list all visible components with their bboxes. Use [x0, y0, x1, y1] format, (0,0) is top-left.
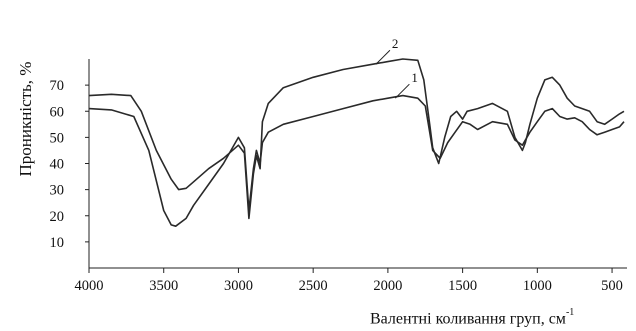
y-tick-label-70: 70 — [50, 78, 65, 94]
x-tick-label-500: 500 — [601, 278, 623, 294]
y-tick-label-30: 30 — [50, 183, 65, 199]
series-line-1 — [88, 94, 625, 227]
x-tick-label-4000: 4000 — [75, 278, 104, 294]
x-axis-title: Валентні коливання груп, см-1 — [370, 307, 636, 328]
y-tick-label-10: 10 — [50, 235, 65, 251]
y-tick-label-20: 20 — [50, 209, 65, 225]
x-tick-label-2500: 2500 — [299, 278, 328, 294]
x-tick-label-1500: 1500 — [448, 278, 477, 294]
y-axis-title-text: Проникність, % — [16, 61, 35, 177]
x-axis-title-unit-superscript: -1 — [565, 307, 575, 318]
x-tick-label-3000: 3000 — [224, 278, 253, 294]
series-line-2 — [88, 58, 625, 220]
y-tick-label-50: 50 — [50, 130, 65, 146]
x-axis-title-text: Валентні коливання груп, см — [370, 310, 566, 328]
x-tick-label-3500: 3500 — [149, 278, 178, 294]
plot-area: 4000 3500 3000 2500 2000 1500 1000 500 10 20 30 40 5… — [50, 36, 627, 294]
x-tick-label-2000: 2000 — [373, 278, 402, 294]
x-tick-label-1000: 1000 — [523, 278, 552, 294]
callout-label-1: 1 — [411, 70, 418, 85]
y-tick-label-40: 40 — [50, 157, 65, 173]
callout-label-2: 2 — [392, 36, 399, 51]
y-tick-label-60: 60 — [50, 104, 65, 120]
callout-leader-2 — [375, 49, 391, 65]
callout-leader-1 — [395, 83, 410, 99]
